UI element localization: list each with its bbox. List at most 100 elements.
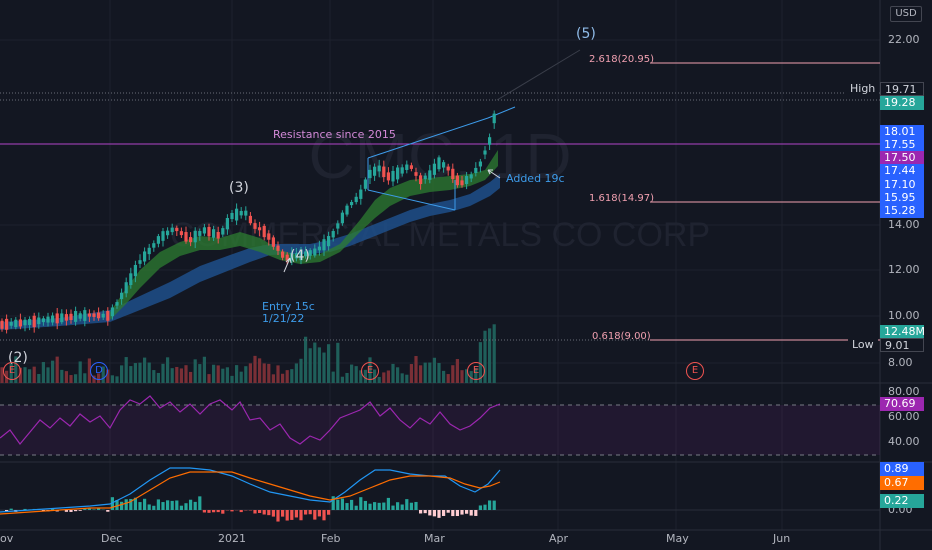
volume-bar	[322, 352, 326, 383]
volume-bar	[28, 369, 32, 383]
histogram-bar	[175, 500, 179, 510]
candle-body	[308, 250, 312, 256]
histogram-bar	[133, 497, 137, 510]
histogram-bar	[193, 501, 197, 510]
earnings-event-icon[interactable]: E	[467, 362, 485, 380]
candle-body	[368, 169, 372, 179]
price-channel[interactable]	[367, 106, 516, 211]
volume-bar	[317, 347, 321, 383]
volume-bar	[239, 371, 243, 383]
candle-body	[106, 310, 110, 321]
wave-projection-line	[496, 49, 581, 101]
earnings-event-icon[interactable]: E	[3, 362, 21, 380]
rsi-tick: 60.00	[888, 410, 920, 423]
low-value-tag: 9.01	[880, 338, 924, 352]
histogram-bar	[465, 510, 469, 514]
x-axis-label: May	[666, 532, 689, 545]
candle-body	[110, 307, 114, 317]
candle-body	[143, 251, 147, 262]
candle-body	[258, 227, 262, 231]
candle-body	[345, 205, 349, 215]
volume-bar	[446, 374, 450, 383]
histogram-bar	[83, 508, 87, 510]
histogram-bar	[212, 510, 216, 513]
histogram-bar	[271, 510, 275, 517]
volume-bar	[161, 363, 165, 383]
added-label[interactable]: Added 19c	[506, 172, 565, 185]
candle-body	[359, 189, 363, 199]
volume-bar	[221, 368, 225, 383]
volume-bar	[32, 366, 36, 383]
candle-body	[262, 225, 266, 238]
dividend-event-icon[interactable]: D	[90, 362, 108, 380]
macd-histogram	[0, 496, 496, 522]
price-tick: 12.00	[888, 263, 920, 276]
wave-4-label[interactable]: (4)	[290, 248, 310, 264]
histogram-bar	[373, 502, 377, 510]
earnings-event-icon[interactable]: E	[686, 362, 704, 380]
candle-body	[290, 252, 294, 261]
volume-bar	[225, 367, 229, 383]
candle-body	[198, 231, 202, 236]
volume-bar	[382, 372, 386, 383]
candle-body	[46, 316, 50, 323]
candle-body	[405, 164, 409, 170]
currency-button[interactable]: USD	[890, 6, 922, 22]
histogram-bar	[170, 500, 174, 510]
histogram-bar	[345, 503, 349, 510]
resistance-label[interactable]: Resistance since 2015	[273, 128, 396, 141]
candle-body	[152, 243, 156, 248]
x-axis-label: ov	[0, 532, 14, 545]
rsi-tick: 40.00	[888, 435, 920, 448]
earnings-event-icon[interactable]: E	[361, 362, 379, 380]
histogram-bar	[368, 503, 372, 510]
entry-date-label[interactable]: 1/21/22	[262, 312, 305, 325]
histogram-bar	[51, 508, 55, 510]
candle-body	[83, 310, 87, 321]
histogram-bar	[258, 510, 262, 514]
volume-bar	[276, 365, 280, 383]
volume-bar	[216, 365, 220, 383]
high-value-tag: 19.71	[880, 82, 924, 96]
candle-body	[446, 166, 450, 171]
volume-bar	[74, 374, 78, 383]
candle-body	[313, 248, 317, 256]
entry-label[interactable]: Entry 15c	[262, 300, 315, 313]
volume-bar	[377, 376, 381, 383]
volume-bar	[175, 366, 179, 383]
histogram-bar	[276, 510, 280, 522]
candle-body	[161, 231, 165, 241]
candle-body	[373, 166, 377, 176]
fib-2618-label: 2.618(20.95)	[589, 54, 655, 65]
x-axis-label: Apr	[549, 532, 569, 545]
volume-bar	[400, 373, 404, 383]
histogram-bar	[313, 510, 317, 520]
histogram-bar	[382, 502, 386, 510]
volume-bar	[419, 365, 423, 383]
candle-body	[451, 168, 455, 180]
candle-body	[170, 227, 174, 233]
histogram-bar	[262, 510, 266, 515]
volume-bar	[294, 363, 298, 383]
histogram-bar	[469, 510, 473, 516]
volume-bar	[437, 362, 441, 383]
wave-3-label[interactable]: (3)	[229, 180, 249, 196]
wave-5-label[interactable]: (5)	[576, 26, 596, 42]
volume-bar	[271, 374, 275, 383]
histogram-bar	[488, 500, 492, 510]
candle-body	[216, 232, 220, 239]
histogram-bar	[442, 510, 446, 516]
histogram-bar	[129, 498, 133, 510]
candle-body	[391, 170, 395, 182]
ema-ribbon-blue	[0, 174, 500, 330]
candle-body	[14, 319, 18, 328]
candle-body	[74, 311, 78, 322]
candle-body	[244, 210, 248, 216]
volume-bar	[308, 348, 312, 383]
histogram-bar	[216, 510, 220, 513]
histogram-bar	[299, 510, 303, 521]
candle-body	[336, 223, 340, 229]
candle-body	[267, 233, 271, 240]
histogram-bar	[161, 502, 165, 510]
